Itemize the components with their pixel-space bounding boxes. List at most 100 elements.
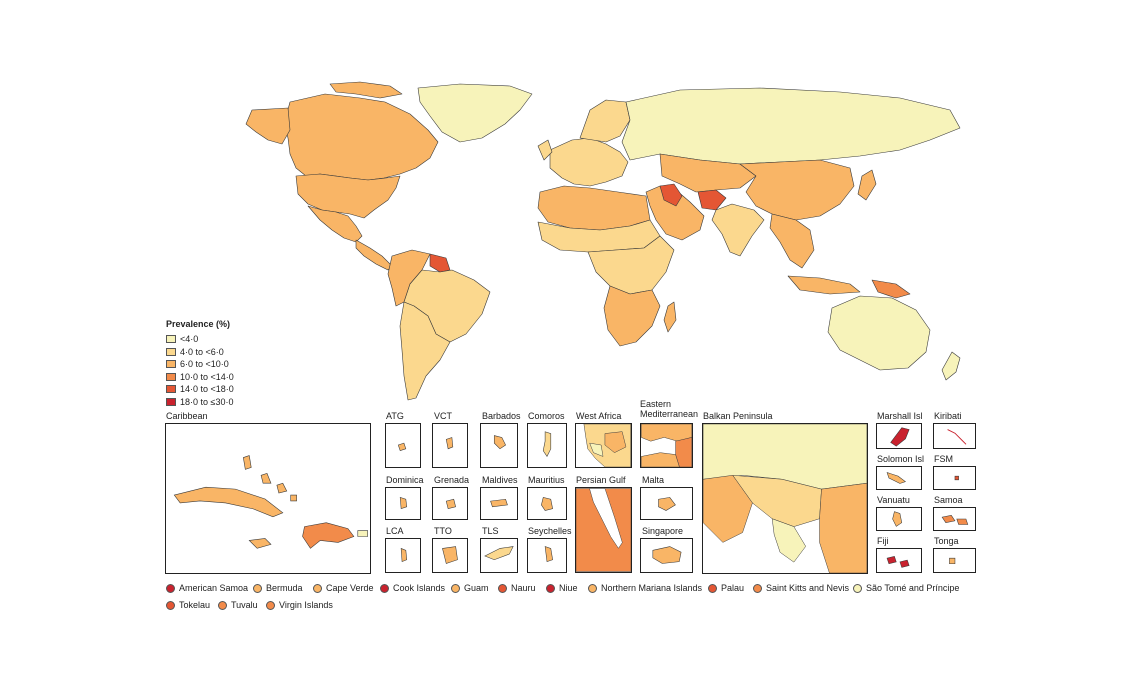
inset-fsm [933,466,976,490]
territory-dot [166,583,175,593]
territory-key-item: Guam [451,583,489,593]
label-tonga: Tonga [934,536,959,546]
legend-swatch [166,385,176,394]
region-europe [549,137,629,187]
label-solomon-isl: Solomon Isl [877,454,925,464]
territory-label: Tokelau [179,600,211,610]
legend-label: 4·0 to <6·0 [180,346,224,357]
island-maldives [490,498,508,508]
inset-dominica [385,487,421,520]
label-tls: TLS [482,526,499,536]
label-malta: Malta [642,475,665,485]
caribbean-hispaniola [302,522,355,549]
island-mauritius [541,497,553,511]
legend-swatch [166,372,176,381]
region-india [711,203,765,257]
island-solomon [886,472,907,484]
territory-key-item: Tokelau [166,600,210,610]
legend-item: 18·0 to ≤30·0 [166,396,234,409]
label-west-africa: West Africa [576,411,622,421]
territory-key-item: Cape Verde [313,583,374,593]
inset-tls [480,538,518,573]
inset-fiji [876,548,922,573]
region-canada-arctic [329,81,403,99]
label-eastern-mediterranean: Eastern Mediterranean [640,399,699,419]
region-japan [857,169,877,201]
label-singapore: Singapore [642,526,684,536]
island-tonga [949,557,956,564]
inset-maldives [480,487,518,520]
caribbean-puerto-rico [357,530,368,537]
east-med-land-east [675,437,692,467]
caribbean-cuba [173,486,284,518]
territory-label: São Tomé and Príncipe [866,583,960,593]
region-canada [283,93,439,181]
inset-vanuatu [876,507,922,531]
label-tto: TTO [434,526,452,536]
label-fsm: FSM [934,454,953,464]
territory-key-item: Northern Mariana Islands [588,583,702,593]
label-persian-gulf: Persian Gulf [576,475,626,485]
legend-label: 6·0 to <10·0 [180,359,229,370]
territory-label: Virgin Islands [279,600,333,610]
territory-key-item: Tuvalu [218,600,258,610]
territory-dot [380,583,389,593]
territory-key-item: Nauru [498,583,536,593]
island-singapore [652,546,682,564]
label-barbados: Barbados [482,411,521,421]
label-dominica: Dominica [386,475,424,485]
island-seychelles [544,546,553,563]
island-tls [484,546,514,561]
territory-label: Palau [721,583,745,593]
region-indonesia [787,275,861,295]
region-uk [537,139,553,161]
legend-label: 10·0 to <14·0 [180,371,234,382]
legend-label: <4·0 [180,334,199,345]
region-guianas [429,253,451,273]
inset-marshall-isl [876,423,922,449]
territory-dot [266,600,275,610]
territory-key-item: Saint Kitts and Nevis [753,583,849,593]
label-kiribati: Kiribati [934,411,962,421]
territory-key-item: Bermuda [253,583,303,593]
legend-swatch [166,397,176,406]
territory-dot [166,600,175,610]
territory-label: Cook Islands [393,583,446,593]
legend-item: 14·0 to <18·0 [166,383,234,396]
island-atg [397,442,407,452]
island-malta [658,497,676,511]
region-mexico [307,205,363,243]
territory-dot [753,583,762,593]
territory-label: Guam [464,583,489,593]
territory-dot [546,583,555,593]
legend-swatch [166,347,176,356]
island-lca [400,547,408,563]
territory-key-item: Niue [546,583,578,593]
territory-label: Northern Mariana Islands [601,583,703,593]
legend-title: Prevalence (%) [166,319,231,329]
island-dominica [399,496,408,510]
territory-label: Bermuda [266,583,303,593]
inset-samoa [933,507,976,531]
territory-key-item: American Samoa [166,583,248,593]
inset-singapore [640,538,693,573]
inset-caribbean [165,423,371,574]
inset-atg [385,423,421,468]
west-africa-country-1 [604,431,627,453]
region-china [739,159,855,221]
label-marshall-isl: Marshall Isl [877,411,923,421]
inset-lca [385,538,421,573]
region-greenland [417,83,533,143]
island-marshall [890,427,910,447]
label-balkan-peninsula: Balkan Peninsula [703,411,773,421]
territory-label: Tuvalu [231,600,258,610]
territory-label: American Samoa [179,583,249,593]
island-samoa [941,515,969,525]
region-central-america [355,239,393,271]
world-map [245,81,961,401]
inset-solomon-isl [876,466,922,490]
region-north-africa [537,185,651,231]
inset-tto [432,538,468,573]
label-caribbean: Caribbean [166,411,208,421]
island-comoros [542,431,552,457]
